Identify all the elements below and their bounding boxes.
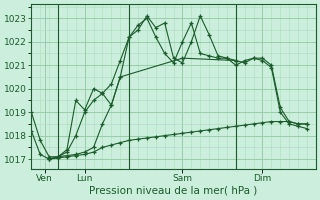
X-axis label: Pression niveau de la mer( hPa ): Pression niveau de la mer( hPa ) <box>90 186 258 196</box>
